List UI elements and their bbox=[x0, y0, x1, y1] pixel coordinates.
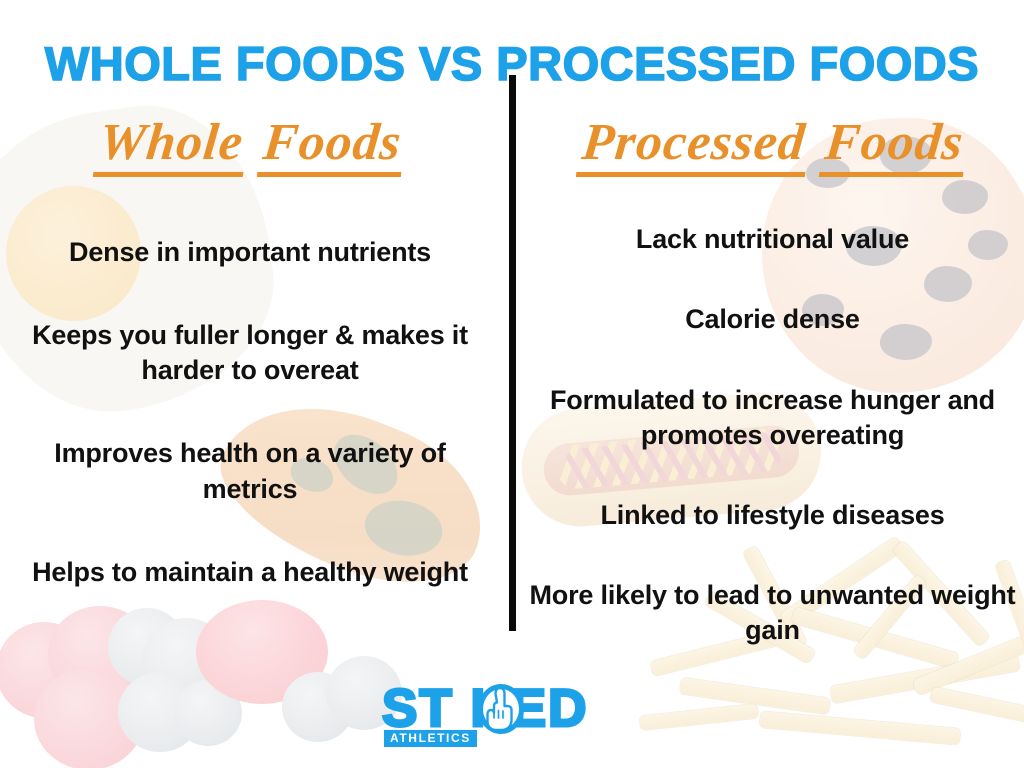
column-divider bbox=[509, 75, 516, 631]
pointing-hand-icon bbox=[478, 684, 524, 734]
brand-logo: ST KED ATHLETICS bbox=[381, 681, 642, 758]
heading-word: Whole bbox=[93, 114, 250, 178]
pointing-hand-glyph bbox=[486, 686, 513, 732]
processed-foods-column: Processed Foods Lack nutritional value Ca… bbox=[521, 74, 1024, 693]
list-item: Linked to lifestyle diseases bbox=[600, 499, 945, 530]
list-item: Lack nutritional value bbox=[635, 224, 910, 255]
processed-foods-bullet-list: Lack nutritional value Calorie dense For… bbox=[521, 222, 1024, 648]
list-item: Improves health on a variety of metrics bbox=[54, 438, 446, 504]
whole-foods-bullet-list: Dense in important nutrients Keeps you f… bbox=[0, 235, 500, 590]
heading-word: Processed bbox=[576, 114, 812, 178]
heading-word: Foods bbox=[818, 114, 969, 178]
logo-o-ring bbox=[478, 684, 524, 734]
list-item: Keeps you fuller longer & makes it harde… bbox=[32, 320, 468, 386]
list-item: Helps to maintain a healthy weight bbox=[32, 556, 468, 587]
list-item: More likely to lead to unwanted weight g… bbox=[529, 579, 1016, 645]
processed-foods-heading: Processed Foods bbox=[521, 114, 1024, 179]
list-item: Formulated to increase hunger and promot… bbox=[550, 384, 995, 450]
logo-tagline: ATHLETICS bbox=[384, 730, 477, 747]
list-item: Dense in important nutrients bbox=[69, 237, 431, 268]
logo-wordmark-wrap: ST KED bbox=[381, 681, 642, 742]
heading-word: Foods bbox=[256, 114, 407, 178]
whole-foods-heading: Whole Foods bbox=[0, 114, 500, 179]
whole-foods-column: Whole Foods Dense in important nutrients … bbox=[0, 74, 500, 638]
list-item: Calorie dense bbox=[685, 304, 860, 335]
